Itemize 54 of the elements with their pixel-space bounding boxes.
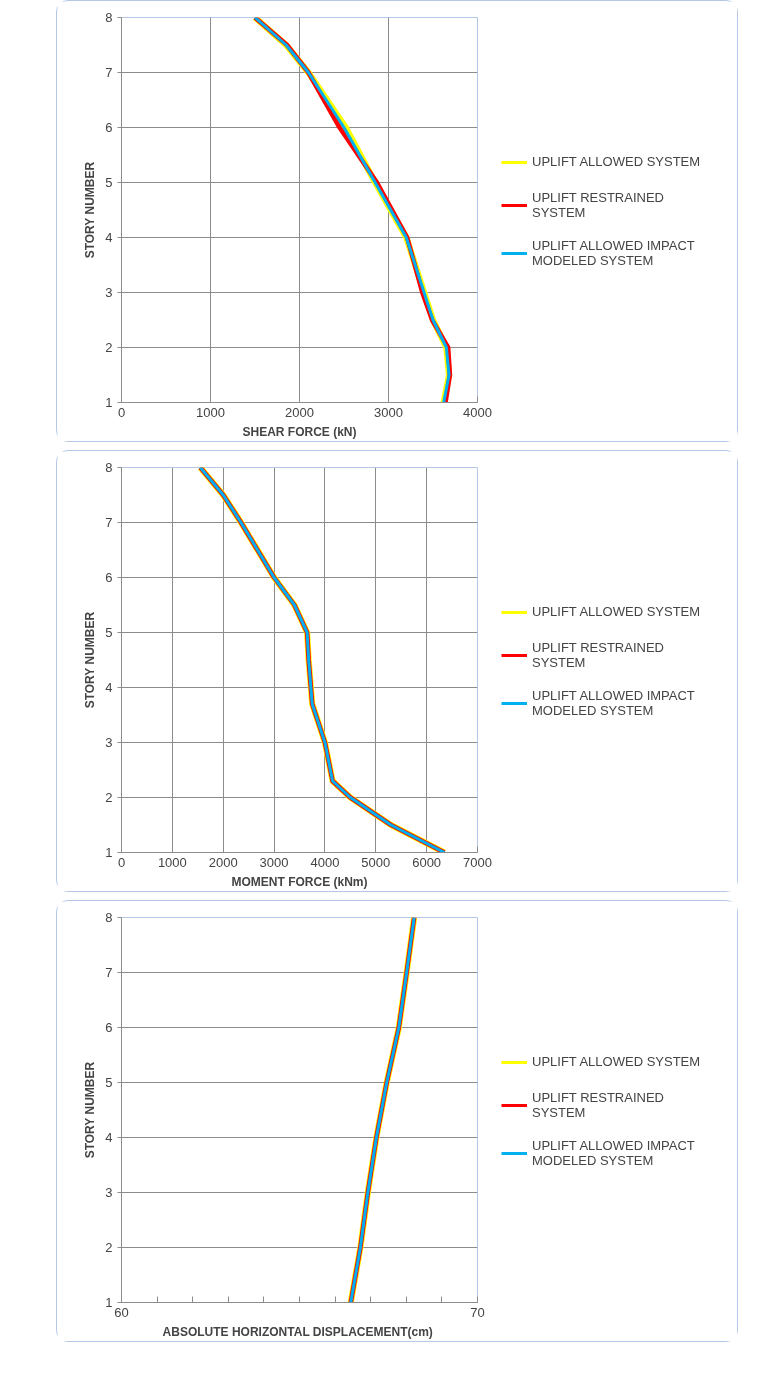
y-axis-title: STORY NUMBER <box>83 1061 98 1159</box>
y-tick-label: 1 <box>105 845 113 860</box>
legend-label: UPLIFT ALLOWED IMPACT MODELED SYSTEM <box>532 687 695 718</box>
y-tick-label: 2 <box>105 1240 113 1255</box>
x-tick-label: 6000 <box>412 854 442 870</box>
x-tick-label: 60 <box>114 1304 129 1320</box>
y-tick-label: 4 <box>105 1130 113 1145</box>
y-tick-label: 5 <box>105 175 113 190</box>
y-tick-label: 1 <box>105 1295 113 1310</box>
y-tick-label: 1 <box>105 395 113 410</box>
y-tick-label: 4 <box>105 680 113 695</box>
x-tick-label: 3000 <box>259 854 289 870</box>
legend-label: UPLIFT ALLOWED SYSTEM <box>532 604 701 619</box>
x-tick-label: 0 <box>117 854 126 870</box>
legend-label: UPLIFT ALLOWED SYSTEM <box>532 1054 701 1069</box>
legend-label: UPLIFT ALLOWED IMPACT MODELED SYSTEM <box>532 237 695 268</box>
y-tick-label: 5 <box>105 625 113 640</box>
x-tick-label: 2000 <box>208 854 238 870</box>
y-tick-label: 6 <box>105 570 113 585</box>
x-axis-title: SHEAR FORCE (kN) <box>242 424 357 439</box>
y-tick-label: 8 <box>105 910 113 925</box>
x-tick-label: 0 <box>117 404 126 420</box>
y-tick-label: 4 <box>105 230 113 245</box>
x-tick-label: 1000 <box>196 404 225 420</box>
x-tick-label: 70 <box>470 1304 485 1320</box>
y-tick-label: 8 <box>105 10 113 25</box>
x-tick-label: 1000 <box>157 854 187 870</box>
x-tick-label: 3000 <box>374 404 403 420</box>
legend-label: UPLIFT RESTRAINED SYSTEM <box>532 639 664 670</box>
y-tick-label: 3 <box>105 285 113 300</box>
x-tick-label: 2000 <box>285 404 314 420</box>
x-tick-label: 7000 <box>463 854 492 870</box>
y-tick-label: 5 <box>105 1075 113 1090</box>
legend-label: UPLIFT RESTRAINED SYSTEM <box>532 189 664 220</box>
x-tick-label: 4000 <box>463 404 492 420</box>
legend-label: UPLIFT RESTRAINED SYSTEM <box>532 1089 664 1120</box>
y-tick-label: 6 <box>105 120 113 135</box>
y-tick-label: 7 <box>105 65 113 80</box>
y-tick-label: 6 <box>105 1020 113 1035</box>
legend-label: UPLIFT ALLOWED IMPACT MODELED SYSTEM <box>532 1137 695 1168</box>
x-tick-label: 4000 <box>310 854 340 870</box>
legend-label: UPLIFT ALLOWED SYSTEM <box>532 154 701 169</box>
x-axis-title: ABSOLUTE HORIZONTAL DISPLACEMENT(cm) <box>162 1324 433 1339</box>
x-axis-title: MOMENT FORCE (kNm) <box>231 874 368 889</box>
y-tick-label: 3 <box>105 735 113 750</box>
y-tick-label: 7 <box>105 515 113 530</box>
x-tick-label: 5000 <box>361 854 391 870</box>
y-axis-title: STORY NUMBER <box>83 161 98 259</box>
y-tick-label: 7 <box>105 965 113 980</box>
y-tick-label: 2 <box>105 340 113 355</box>
y-tick-label: 8 <box>105 460 113 475</box>
y-tick-label: 2 <box>105 790 113 805</box>
y-axis-title: STORY NUMBER <box>83 611 98 709</box>
y-tick-label: 3 <box>105 1185 113 1200</box>
